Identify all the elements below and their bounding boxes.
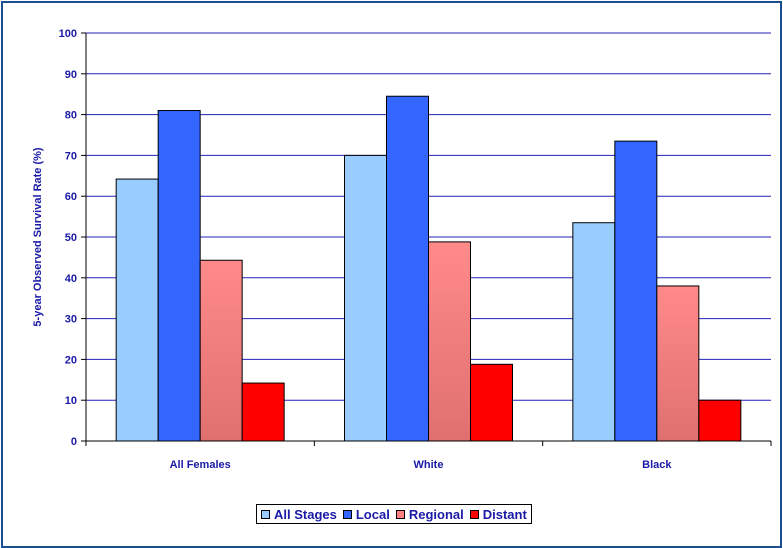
y-tick-label: 50 [65, 232, 77, 244]
y-tick-label: 30 [65, 314, 77, 326]
legend-label: All Stages [274, 506, 337, 522]
x-category-label: All Females [170, 459, 231, 471]
y-tick-label: 60 [65, 191, 77, 203]
legend-item-local: Local [342, 506, 390, 522]
y-tick-label: 40 [65, 273, 77, 285]
y-tick-label: 90 [65, 69, 77, 81]
legend: All Stages Local Regional Distant [256, 504, 532, 524]
legend-swatch [469, 509, 479, 519]
bar-distant-all-females [241, 382, 285, 442]
bar-local-all-females [157, 110, 201, 442]
legend-item-all-stages: All Stages [261, 507, 337, 522]
y-tick-label: 80 [65, 110, 77, 122]
bar-local-white [386, 95, 429, 442]
axes [81, 32, 772, 446]
bar-all-stages-white [344, 154, 387, 442]
legend-swatch [395, 509, 405, 519]
y-tick-label: 20 [65, 354, 77, 366]
y-tick-label: 10 [65, 395, 77, 407]
bar-all-stages-black [572, 222, 616, 442]
bar-distant-black [698, 399, 742, 442]
x-category-label: White [414, 459, 444, 471]
legend-label: Local [355, 506, 390, 522]
legend-item-distant: Distant [469, 506, 527, 522]
legend-label: Regional [408, 506, 464, 522]
bar-regional-black [656, 285, 700, 442]
bar-regional-white [428, 241, 471, 442]
y-axis-title: 5-year Observed Survival Rate (%) [32, 147, 44, 326]
y-tick-label: 70 [65, 150, 77, 162]
bar-distant-white [470, 363, 513, 442]
legend-swatch [261, 509, 270, 519]
bar-local-black [614, 140, 658, 442]
y-tick-label: 0 [71, 436, 77, 448]
legend-item-regional: Regional [395, 506, 464, 522]
bar-all-stages-all-females [115, 178, 159, 442]
legend-swatch [342, 509, 352, 519]
bar-regional-all-females [199, 259, 243, 442]
bars [115, 95, 742, 442]
legend-label: Distant [482, 506, 527, 522]
y-tick-label: 100 [59, 28, 77, 40]
axis-labels: 0 10 20 30 40 50 60 70 80 90 100 All Females White Bl… [32, 28, 672, 471]
x-category-label: Black [642, 459, 672, 471]
